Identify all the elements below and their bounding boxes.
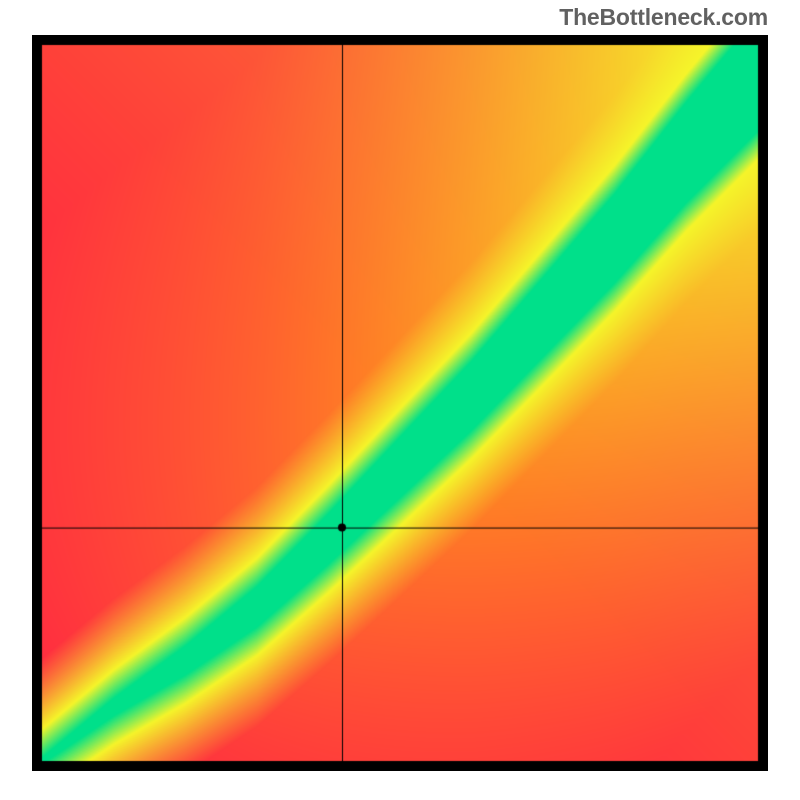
plot-frame xyxy=(32,35,768,771)
heatmap-canvas xyxy=(32,35,768,771)
watermark-text: TheBottleneck.com xyxy=(559,4,768,31)
chart-container: TheBottleneck.com xyxy=(0,0,800,800)
